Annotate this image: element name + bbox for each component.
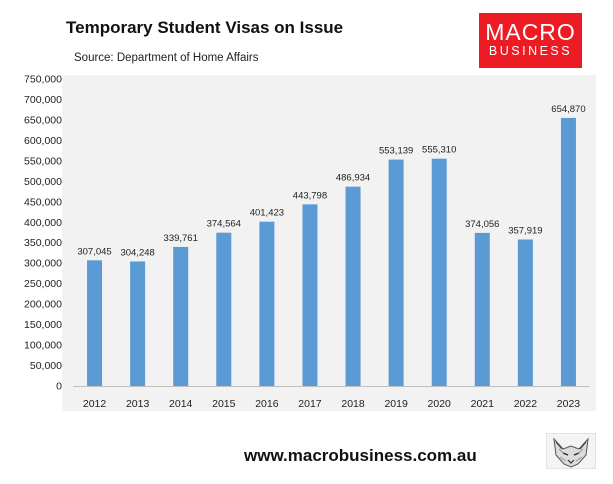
y-tick-label: 200,000 xyxy=(24,299,62,311)
data-label-2017: 443,798 xyxy=(293,190,327,201)
y-tick-label: 0 xyxy=(56,381,62,393)
data-label-2021: 374,056 xyxy=(465,219,499,230)
x-tick-label: 2020 xyxy=(428,398,452,410)
x-tick-label: 2019 xyxy=(384,398,408,410)
x-tick-label: 2014 xyxy=(169,398,193,410)
x-tick-label: 2022 xyxy=(514,398,538,410)
bar-2017 xyxy=(302,204,318,386)
data-label-2022: 357,919 xyxy=(508,225,542,236)
data-label-2016: 401,423 xyxy=(250,208,284,219)
footer-url-link[interactable]: www.macrobusiness.com.au xyxy=(244,446,477,465)
y-axis: 0 50,000 100,000 150,000 200,000 250,000 300,0… xyxy=(24,74,62,393)
x-tick-label: 2021 xyxy=(471,398,495,410)
bar-2016 xyxy=(259,221,275,386)
data-label-2020: 555,310 xyxy=(422,145,456,156)
bar-2020 xyxy=(431,158,447,386)
data-label-2019: 553,139 xyxy=(379,146,413,157)
x-tick-label: 2013 xyxy=(126,398,150,410)
bar-2018 xyxy=(345,186,361,386)
x-tick-label: 2015 xyxy=(212,398,236,410)
y-tick-label: 600,000 xyxy=(24,135,62,147)
bar-2019 xyxy=(388,159,404,386)
macrobusiness-logo[interactable]: MACRO BUSINESS xyxy=(479,13,582,68)
bar-2013 xyxy=(130,261,146,386)
bar-2022 xyxy=(517,239,533,386)
y-tick-label: 700,000 xyxy=(24,94,62,106)
x-tick-label: 2017 xyxy=(298,398,322,410)
data-label-2023: 654,870 xyxy=(551,104,585,115)
bar-series: 307,045 304,248 339,761 374,564 401,423 443,7… xyxy=(77,104,586,386)
x-tick-label: 2012 xyxy=(83,398,107,410)
logo-line-business: BUSINESS xyxy=(488,44,573,58)
y-tick-label: 50,000 xyxy=(30,360,62,372)
y-tick-label: 750,000 xyxy=(24,74,62,86)
y-tick-label: 450,000 xyxy=(24,196,62,208)
y-tick-label: 100,000 xyxy=(24,340,62,352)
data-label-2014: 339,761 xyxy=(164,233,198,244)
data-label-2013: 304,248 xyxy=(120,247,154,258)
y-tick-label: 550,000 xyxy=(24,155,62,167)
data-label-2018: 486,934 xyxy=(336,173,370,184)
x-tick-label: 2018 xyxy=(341,398,365,410)
y-tick-label: 400,000 xyxy=(24,217,62,229)
y-tick-label: 650,000 xyxy=(24,114,62,126)
logo-line-macro: MACRO xyxy=(485,19,576,45)
y-tick-label: 350,000 xyxy=(24,237,62,249)
y-tick-label: 150,000 xyxy=(24,319,62,331)
x-tick-label: 2016 xyxy=(255,398,279,410)
bar-2014 xyxy=(173,246,189,386)
bar-2023 xyxy=(560,117,576,386)
data-label-2012: 307,045 xyxy=(77,246,111,257)
x-axis: 2012 2013 2014 2015 2016 2017 2018 2019 2020 2021… xyxy=(73,386,590,410)
y-tick-label: 300,000 xyxy=(24,258,62,270)
chart-title: Temporary Student Visas on Issue xyxy=(66,18,344,37)
fox-icon xyxy=(546,433,596,469)
data-label-2015: 374,564 xyxy=(207,219,241,230)
bar-2015 xyxy=(216,232,232,386)
bar-2012 xyxy=(87,260,103,386)
y-tick-label: 500,000 xyxy=(24,176,62,188)
bar-2021 xyxy=(474,232,490,386)
chart-subtitle: Source: Department of Home Affairs xyxy=(74,52,259,64)
plot-area xyxy=(62,75,596,411)
x-tick-label: 2023 xyxy=(557,398,581,410)
y-tick-label: 250,000 xyxy=(24,278,62,290)
